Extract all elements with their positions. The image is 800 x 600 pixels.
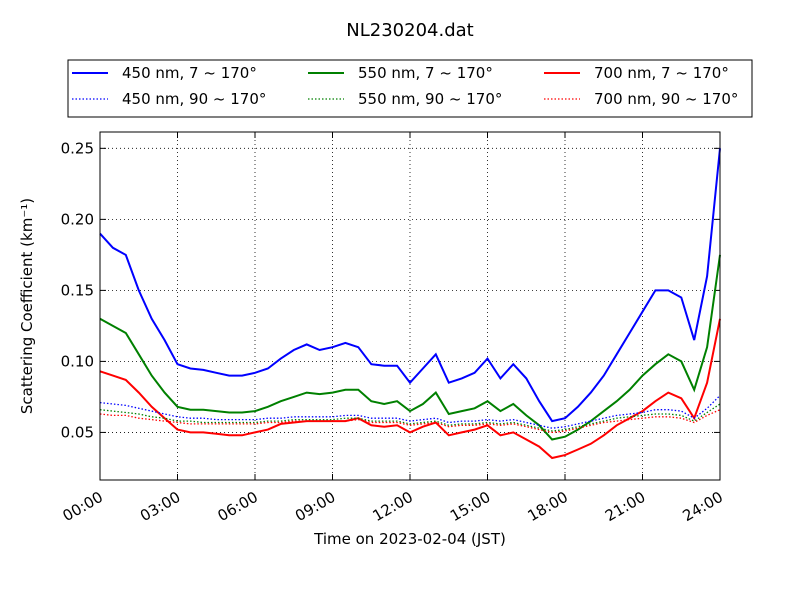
x-tick-label: 03:00 — [137, 488, 183, 525]
y-tick-label: 0.20 — [61, 210, 94, 228]
x-tick-label: 09:00 — [292, 488, 338, 525]
y-tick-label: 0.10 — [61, 352, 94, 370]
legend-box — [67, 59, 753, 118]
y-tick-label: 0.15 — [61, 281, 94, 299]
legend-label: 700 nm, 7 ~ 170° — [594, 64, 729, 82]
legend-label: 450 nm, 90 ~ 170° — [122, 90, 266, 108]
legend-label: 550 nm, 7 ~ 170° — [358, 64, 493, 82]
legend-label: 550 nm, 90 ~ 170° — [358, 90, 502, 108]
x-tick-label: 15:00 — [447, 488, 493, 525]
x-tick-label: 18:00 — [525, 488, 571, 525]
legend-label: 700 nm, 90 ~ 170° — [594, 90, 738, 108]
y-tick-label: 0.25 — [61, 139, 94, 157]
chart-title: NL230204.dat — [346, 20, 473, 41]
x-tick-label: 12:00 — [370, 488, 416, 525]
data-line — [99, 254, 721, 441]
legend-label: 450 nm, 7 ~ 170° — [122, 64, 257, 82]
data-line — [99, 318, 721, 460]
y-axis-label: Scattering Coefficient (km⁻¹) — [18, 198, 36, 414]
plot-frame — [99, 131, 721, 481]
data-line — [99, 395, 721, 429]
x-tick-label: 24:00 — [680, 488, 726, 525]
x-axis-label: Time on 2023-02-04 (JST) — [313, 530, 506, 548]
data-line — [99, 409, 721, 434]
data-line — [99, 403, 721, 432]
data-line — [99, 148, 721, 423]
x-tick-label: 21:00 — [602, 488, 648, 525]
x-tick-label: 00:00 — [60, 488, 106, 525]
y-tick-label: 0.05 — [61, 423, 94, 441]
x-tick-label: 06:00 — [215, 488, 261, 525]
